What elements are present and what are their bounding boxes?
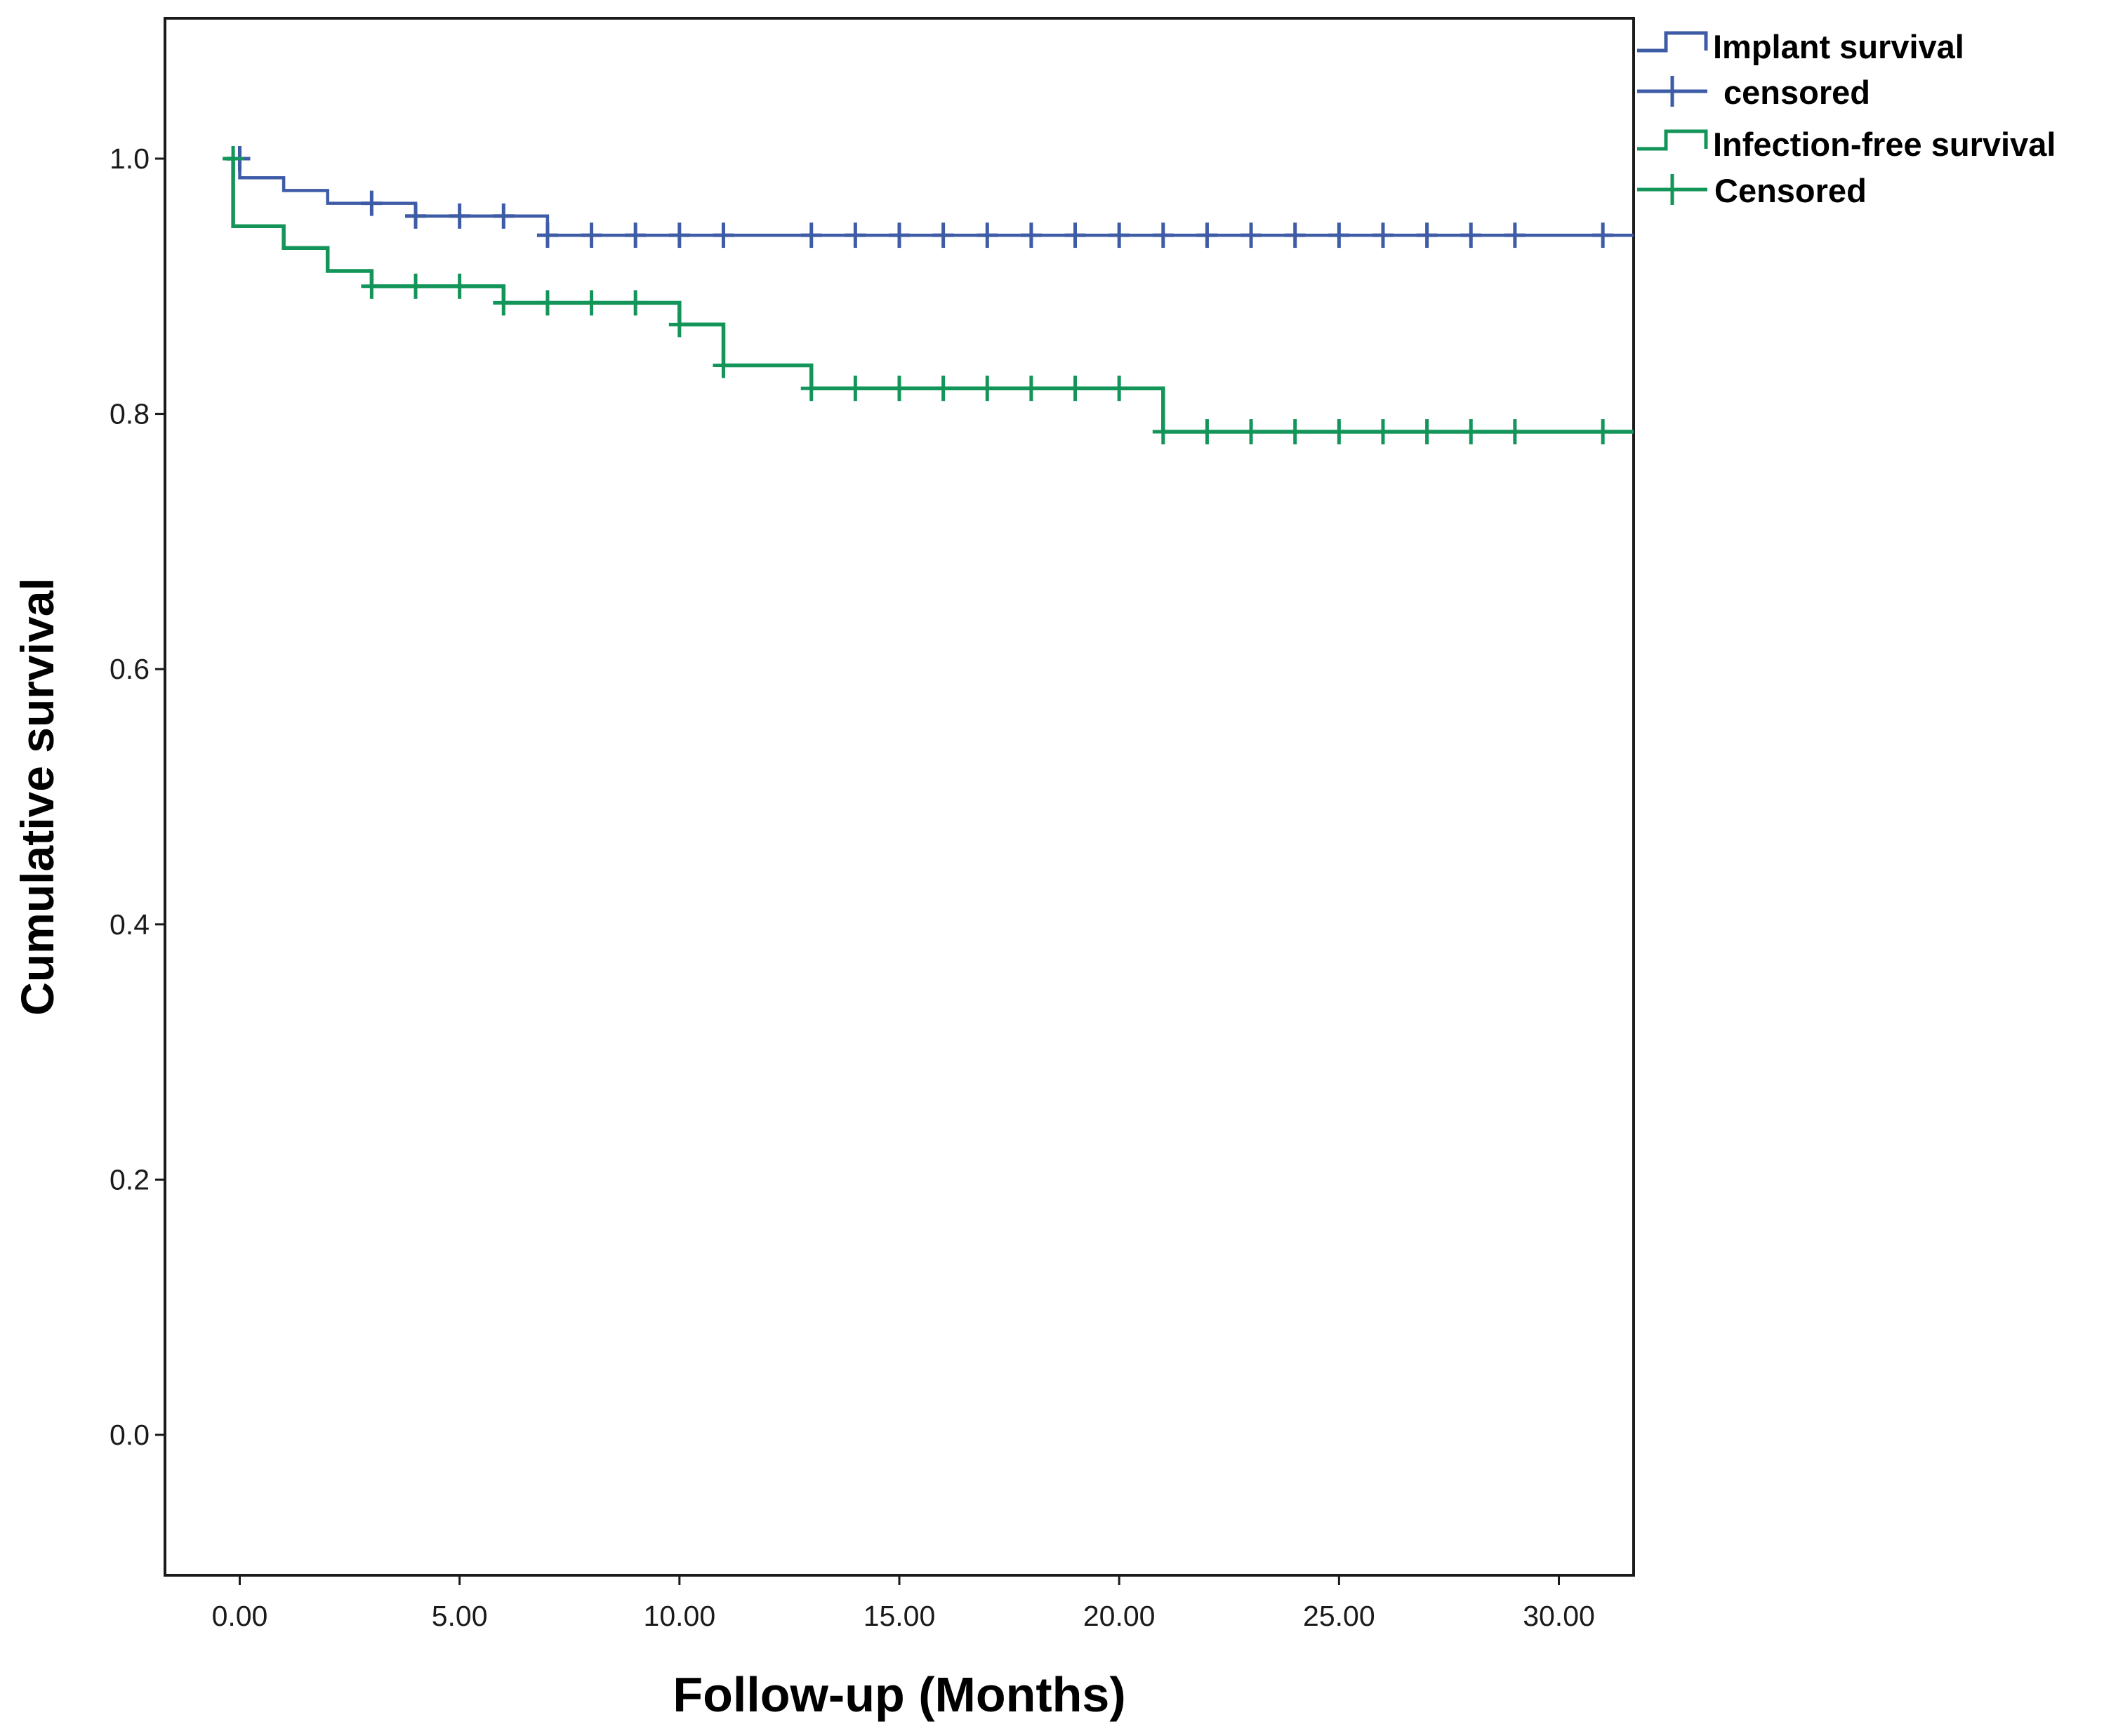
censor-mark xyxy=(713,223,734,249)
censor-mark xyxy=(1372,223,1394,249)
censor-mark xyxy=(1152,419,1174,445)
y-tick-label: 0.6 xyxy=(110,653,150,685)
censor-mark xyxy=(361,190,383,216)
series-1-curve xyxy=(238,159,1634,237)
legend-censored-swatch-2 xyxy=(1637,174,1707,205)
censor-mark xyxy=(1020,376,1042,402)
x-axis: 0.00 5.00 10.00 15.00 20.00 25.00 30.00 xyxy=(212,1575,1595,1632)
legend-infection-free-label: Infection-free survival xyxy=(1713,126,2056,163)
y-tick-label: 0.0 xyxy=(110,1419,150,1451)
censor-mark xyxy=(1416,419,1438,445)
x-tick-label: 5.00 xyxy=(432,1600,488,1632)
legend-implant-survival-label: Implant survival xyxy=(1713,28,1964,65)
censor-mark xyxy=(493,203,515,229)
censor-mark xyxy=(449,203,470,229)
censor-mark xyxy=(536,290,558,316)
censor-mark xyxy=(625,223,647,249)
censor-mark xyxy=(713,352,734,378)
censor-mark xyxy=(536,223,558,249)
survival-curves xyxy=(226,157,1634,434)
series-2-curve xyxy=(226,157,1634,434)
censor-mark xyxy=(1460,419,1482,445)
legend-implant-survival-swatch xyxy=(1637,31,1708,53)
censor-mark xyxy=(845,376,866,402)
censor-mark xyxy=(1372,419,1394,445)
legend-censored-label-2: Censored xyxy=(1714,172,1867,209)
censor-mark xyxy=(932,376,954,402)
y-axis-title: Cumulative survival xyxy=(11,578,63,1016)
censor-mark xyxy=(1328,223,1350,249)
x-tick-label: 20.00 xyxy=(1083,1600,1156,1632)
censor-mark xyxy=(1240,419,1262,445)
censor-mark xyxy=(1284,419,1306,445)
censor-mark xyxy=(1240,223,1262,249)
censor-mark xyxy=(1196,223,1218,249)
censor-mark xyxy=(932,223,954,249)
censor-mark xyxy=(361,273,383,299)
censor-mark xyxy=(1504,419,1526,445)
censor-mark xyxy=(1064,376,1086,402)
censor-mark xyxy=(1196,419,1218,445)
censor-mark xyxy=(1460,223,1482,249)
censor-mark xyxy=(625,290,647,316)
censor-mark xyxy=(223,145,244,171)
censor-mark xyxy=(977,376,998,402)
censor-markers xyxy=(223,145,1614,445)
censor-mark xyxy=(1592,419,1614,445)
censor-mark xyxy=(1020,223,1042,249)
censor-mark xyxy=(581,290,602,316)
censor-mark xyxy=(1328,419,1350,445)
x-tick-label: 0.00 xyxy=(212,1600,268,1632)
censor-mark xyxy=(800,223,822,249)
censor-mark xyxy=(1109,376,1130,402)
censor-mark xyxy=(581,223,602,249)
censor-mark xyxy=(405,273,427,299)
censor-mark xyxy=(800,376,822,402)
censor-mark xyxy=(1416,223,1438,249)
legend: Implant survival censored Infection-free… xyxy=(1637,28,2056,209)
legend-censored-swatch xyxy=(1637,76,1707,107)
censor-mark xyxy=(668,312,690,338)
x-tick-label: 25.00 xyxy=(1303,1600,1375,1632)
censor-mark xyxy=(845,223,866,249)
x-axis-title: Follow-up (Months) xyxy=(673,1667,1125,1722)
y-tick-label: 0.8 xyxy=(110,398,150,430)
censor-mark xyxy=(889,376,910,402)
censor-mark xyxy=(405,203,427,229)
censor-mark xyxy=(449,273,470,299)
x-tick-label: 15.00 xyxy=(864,1600,936,1632)
y-tick-label: 1.0 xyxy=(110,143,150,175)
censor-mark xyxy=(493,290,515,316)
censor-mark xyxy=(889,223,910,249)
x-tick-label: 10.00 xyxy=(644,1600,716,1632)
x-tick-label: 30.00 xyxy=(1523,1600,1595,1632)
censor-mark xyxy=(1592,223,1614,249)
censor-mark xyxy=(1109,223,1130,249)
censor-mark xyxy=(1284,223,1306,249)
censor-mark xyxy=(1504,223,1526,249)
censor-mark xyxy=(1064,223,1086,249)
y-axis: 0.0 0.2 0.4 0.6 0.8 1.0 xyxy=(110,143,165,1451)
y-tick-label: 0.2 xyxy=(110,1163,150,1195)
plot-frame xyxy=(164,17,1635,1577)
y-tick-label: 0.4 xyxy=(110,908,150,941)
censor-mark xyxy=(668,223,690,249)
censor-mark xyxy=(977,223,998,249)
censor-mark xyxy=(1152,223,1174,249)
legend-censored-label: censored xyxy=(1723,74,1870,111)
legend-infection-free-swatch xyxy=(1637,129,1708,151)
